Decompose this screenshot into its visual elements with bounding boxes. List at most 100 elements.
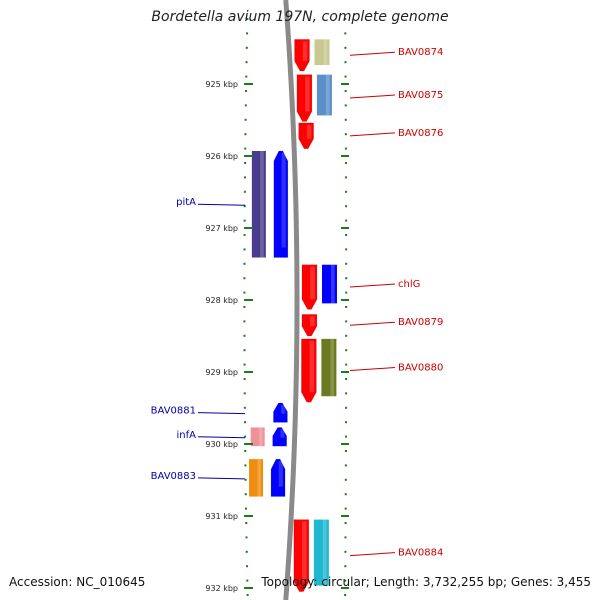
minor-tick-dot [344, 32, 347, 35]
minor-tick-dot [345, 190, 348, 193]
label-leader [349, 51, 396, 56]
minor-tick-dot [345, 219, 348, 222]
gene-label-BAV0883: BAV0883 [151, 471, 196, 482]
tick-label: 928 kbp [205, 296, 238, 305]
label-leader [349, 283, 396, 288]
minor-tick-dot [243, 363, 246, 366]
reverse-gene-BAV0881 [273, 402, 288, 423]
forward-gene-BAV0875 [296, 74, 313, 122]
forward-gene-BAV0874 [294, 39, 310, 72]
minor-tick-dot [344, 104, 347, 107]
gene-label-BAV0881: BAV0881 [151, 406, 196, 417]
minor-tick-dot [344, 522, 347, 524]
forward-gene-chlG [301, 264, 318, 310]
forward-gene-BAV0880-shade [309, 340, 315, 393]
minor-tick-dot [344, 550, 347, 553]
scale-tick [341, 155, 349, 157]
minor-tick-dot [243, 234, 246, 236]
label-leader [197, 412, 246, 415]
tick-label: 931 kbp [205, 512, 238, 521]
forward-gene-BAV0884 [293, 519, 310, 592]
cog-block-BAV0884-shade [322, 519, 327, 586]
minor-tick-dot [244, 435, 247, 438]
minor-tick-dot [245, 536, 248, 539]
backbone-line [283, 0, 300, 600]
minor-tick-dot [344, 464, 347, 467]
scale-tick [244, 515, 253, 517]
reverse-gene-BAV0881-shade [281, 404, 286, 414]
minor-tick-dot [243, 392, 246, 395]
scale-tick [244, 443, 253, 445]
minor-tick-dot [244, 133, 247, 136]
cog-block-infA-shade [259, 427, 263, 447]
gene-label-BAV0875: BAV0875 [398, 90, 443, 101]
minor-tick-dot [244, 162, 247, 164]
minor-tick-dot [243, 406, 246, 409]
minor-tick-dot [345, 363, 348, 366]
minor-tick-dot [344, 61, 347, 64]
minor-tick-dot [244, 118, 247, 121]
tick-dots [243, 18, 348, 596]
label-leader [197, 436, 246, 439]
scale-tick [341, 371, 349, 373]
label-leader [197, 203, 246, 206]
gene-label-BAV0874: BAV0874 [398, 47, 443, 58]
reverse-gene-pitA-shade [281, 152, 286, 248]
accession-text: Accession: NC_010645 [9, 575, 146, 589]
cog-block-infA [250, 427, 265, 447]
tick-label: 927 kbp [205, 224, 238, 233]
tick-label: 930 kbp [205, 440, 238, 449]
forward-gene-BAV0875-shade [305, 76, 310, 112]
minor-tick-dot [243, 262, 246, 265]
cog-block-BAV0883 [249, 459, 264, 497]
forward-gene-chlG-shade [310, 266, 315, 300]
minor-tick-dot [344, 579, 347, 582]
minor-tick-dot [344, 565, 347, 568]
minor-tick-dot [243, 176, 246, 179]
minor-tick-dot [245, 61, 248, 64]
scale-ticks: 925 kbp 926 kbp 927 kbp 928 kbp 929 kbp 930 k… [205, 80, 349, 593]
label-leader [349, 367, 396, 372]
minor-tick-dot [345, 291, 348, 294]
topology-text: Topology: circular; Length: 3,732,255 bp… [261, 575, 591, 589]
reverse-gene-infA-shade [280, 429, 285, 438]
minor-tick-dot [345, 421, 348, 424]
scale-tick [341, 299, 349, 301]
scale-tick [244, 83, 253, 85]
minor-tick-dot [244, 478, 247, 481]
minor-tick-dot [244, 464, 247, 467]
forward-gene-BAV0876-shade [306, 124, 312, 139]
minor-tick-dot [345, 248, 348, 251]
forward-gene-BAV0874-shade [302, 41, 308, 62]
minor-tick-dot [345, 277, 348, 280]
gene-label-chlG: chlG [398, 279, 420, 290]
minor-tick-dot [344, 536, 347, 539]
scale-tick [244, 587, 253, 589]
minor-tick-dot [243, 190, 246, 193]
minor-tick-dot [246, 565, 249, 568]
scale-tick [341, 227, 349, 229]
minor-tick-dot [345, 205, 348, 208]
minor-tick-dot [245, 90, 248, 92]
minor-tick-dot [344, 90, 347, 92]
reverse-gene-pitA [273, 150, 289, 258]
cog-block-pitA [251, 150, 266, 258]
cog-block-chlG-shade [330, 264, 335, 304]
scale-tick [244, 371, 253, 373]
minor-tick-dot [243, 334, 246, 337]
cog-block-BAV0880 [321, 338, 337, 397]
label-leader [349, 321, 396, 326]
minor-tick-dot [244, 104, 247, 107]
minor-tick-dot [243, 248, 246, 251]
gene-label-pitA: pitA [176, 197, 196, 208]
gene-label-infA: infA [177, 430, 197, 441]
minor-tick-dot [243, 306, 246, 308]
cog-block-chlG [321, 264, 337, 304]
minor-tick-dot [344, 147, 347, 150]
cog-block-pitA-shade [260, 150, 264, 258]
minor-tick-dot [246, 32, 249, 35]
scale-tick [341, 83, 349, 85]
minor-tick-dot [345, 392, 348, 395]
minor-tick-dot [345, 262, 348, 265]
minor-tick-dot [345, 334, 348, 337]
